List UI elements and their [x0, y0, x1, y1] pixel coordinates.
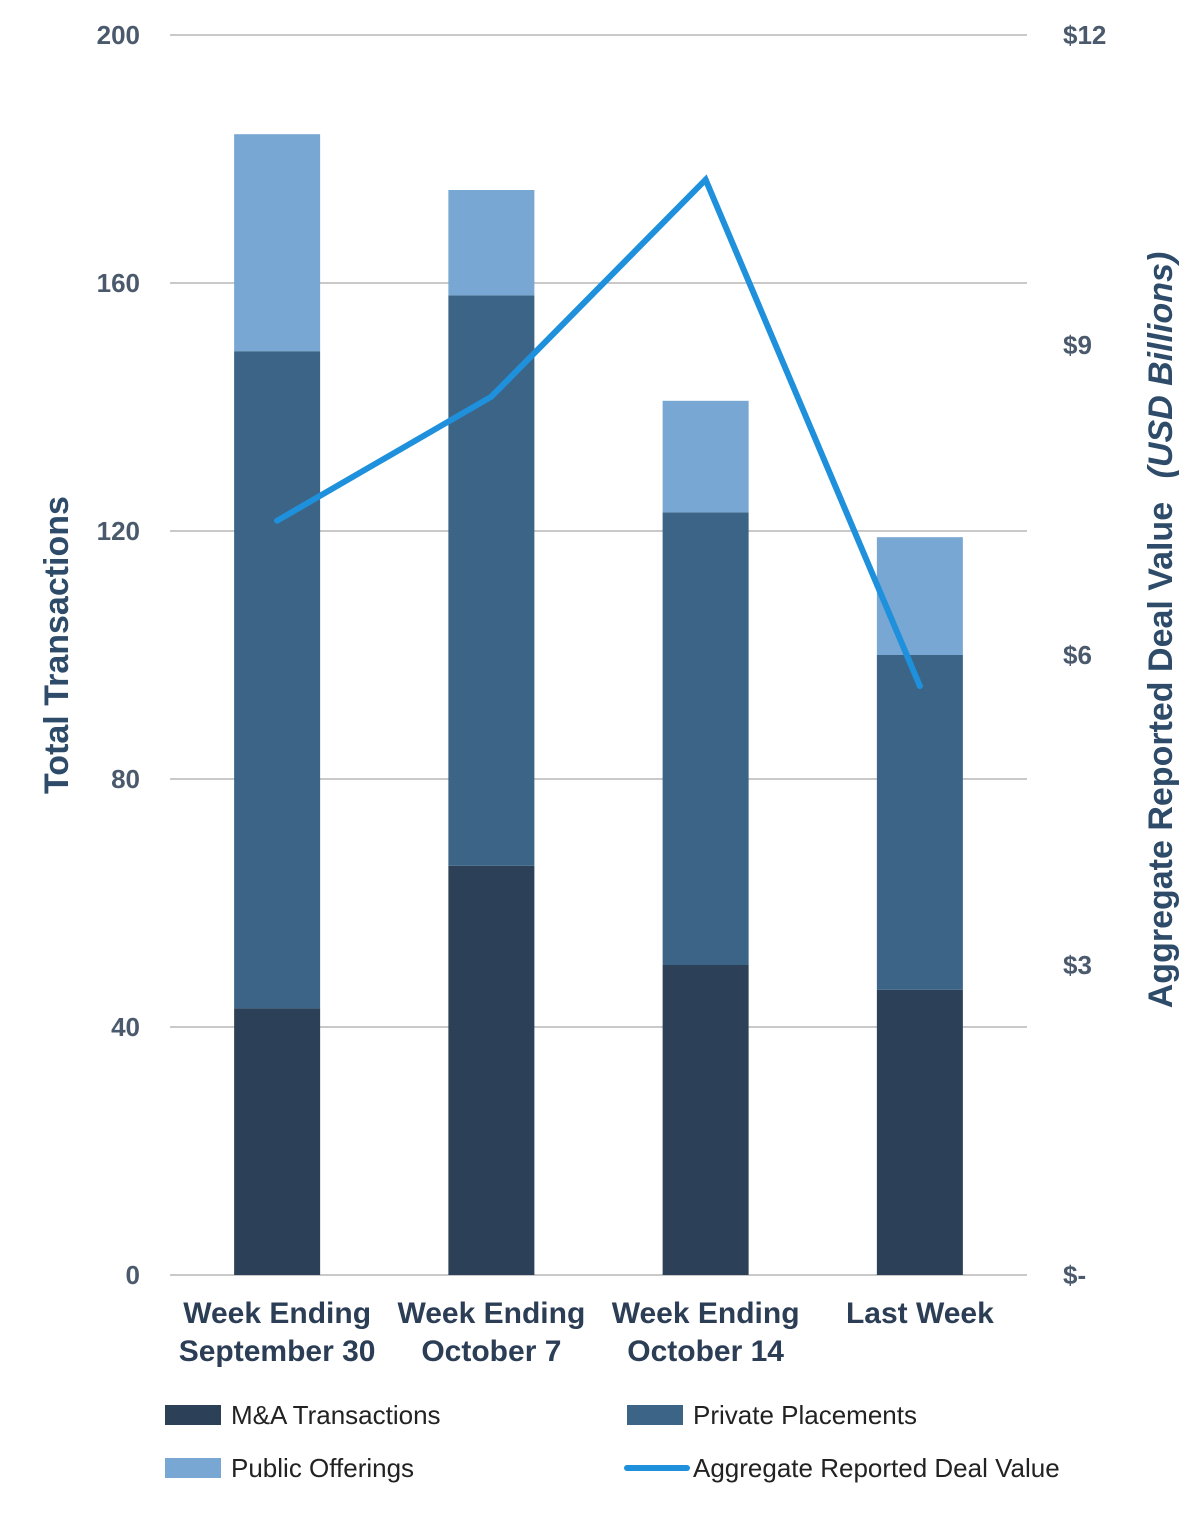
bar-segment-m-a-transactions: [876, 989, 963, 1275]
legend-item: Private Placements: [627, 1400, 917, 1430]
line-point: [274, 517, 281, 524]
bar-segment-private-placements: [662, 512, 749, 965]
right-axis-title-unit: (USD Billions): [1142, 252, 1180, 479]
bars: [234, 134, 963, 1275]
right-axis-ticks: $- $3 $6 $9 $12: [1063, 20, 1106, 1290]
legend-item: M&A Transactions: [165, 1400, 441, 1430]
bar-segment-private-placements: [876, 655, 963, 990]
left-tick-label: 40: [111, 1012, 140, 1042]
category-labels: Week Ending September 30 Week Ending Octobe…: [179, 1297, 994, 1368]
bar-segment-private-placements: [234, 351, 321, 1009]
category-label: Last Week: [846, 1297, 994, 1330]
bar-segment-m-a-transactions: [448, 865, 535, 1275]
line-point: [916, 683, 923, 689]
bar-segment-m-a-transactions: [662, 965, 749, 1275]
left-tick-label: 200: [97, 20, 140, 50]
bar-segment-public-offerings: [876, 537, 963, 655]
legend-label: Aggregate Reported Deal Value: [693, 1453, 1060, 1483]
line-point: [702, 176, 709, 183]
deal-value-line: [274, 174, 923, 689]
right-axis-title-main: Aggregate Reported Deal Value: [1142, 502, 1180, 1008]
left-axis-title: Total Transactions: [38, 496, 76, 794]
left-tick-label: 80: [111, 764, 140, 794]
left-tick-label: 120: [97, 516, 140, 546]
line-series-deal-value: [274, 174, 923, 689]
right-tick-label: $3: [1063, 950, 1092, 980]
left-tick-label: 160: [97, 268, 140, 298]
right-axis-title: Aggregate Reported Deal Value (USD Billi…: [1142, 252, 1180, 1009]
legend-swatch: [627, 1405, 683, 1425]
bar-segment-private-placements: [448, 295, 535, 866]
bar-segment-public-offerings: [448, 190, 535, 296]
right-tick-label: $6: [1063, 640, 1092, 670]
bar-segment-public-offerings: [234, 134, 321, 352]
category-label: Week Ending October 14: [612, 1297, 800, 1368]
bar-segment-m-a-transactions: [234, 1008, 321, 1275]
legend-label: Public Offerings: [231, 1453, 414, 1483]
right-tick-label: $-: [1063, 1260, 1086, 1290]
legend-item: Public Offerings: [165, 1453, 414, 1483]
legend-label: M&A Transactions: [231, 1400, 441, 1430]
right-tick-label: $9: [1063, 330, 1092, 360]
legend: M&A Transactions Private Placements Public…: [165, 1400, 1060, 1483]
category-label: Week Ending October 7: [397, 1297, 585, 1368]
category-label: Week Ending September 30: [179, 1297, 376, 1368]
legend-label: Private Placements: [693, 1400, 917, 1430]
legend-swatch: [165, 1405, 221, 1425]
legend-swatch: [165, 1458, 221, 1478]
legend-item: Aggregate Reported Deal Value: [624, 1453, 1060, 1483]
bar-segment-public-offerings: [662, 400, 749, 513]
left-tick-label: 0: [126, 1260, 140, 1290]
right-tick-label: $12: [1063, 20, 1106, 50]
left-axis-ticks: 0 40 80 120 160 200: [97, 20, 140, 1290]
line-point: [488, 393, 495, 400]
